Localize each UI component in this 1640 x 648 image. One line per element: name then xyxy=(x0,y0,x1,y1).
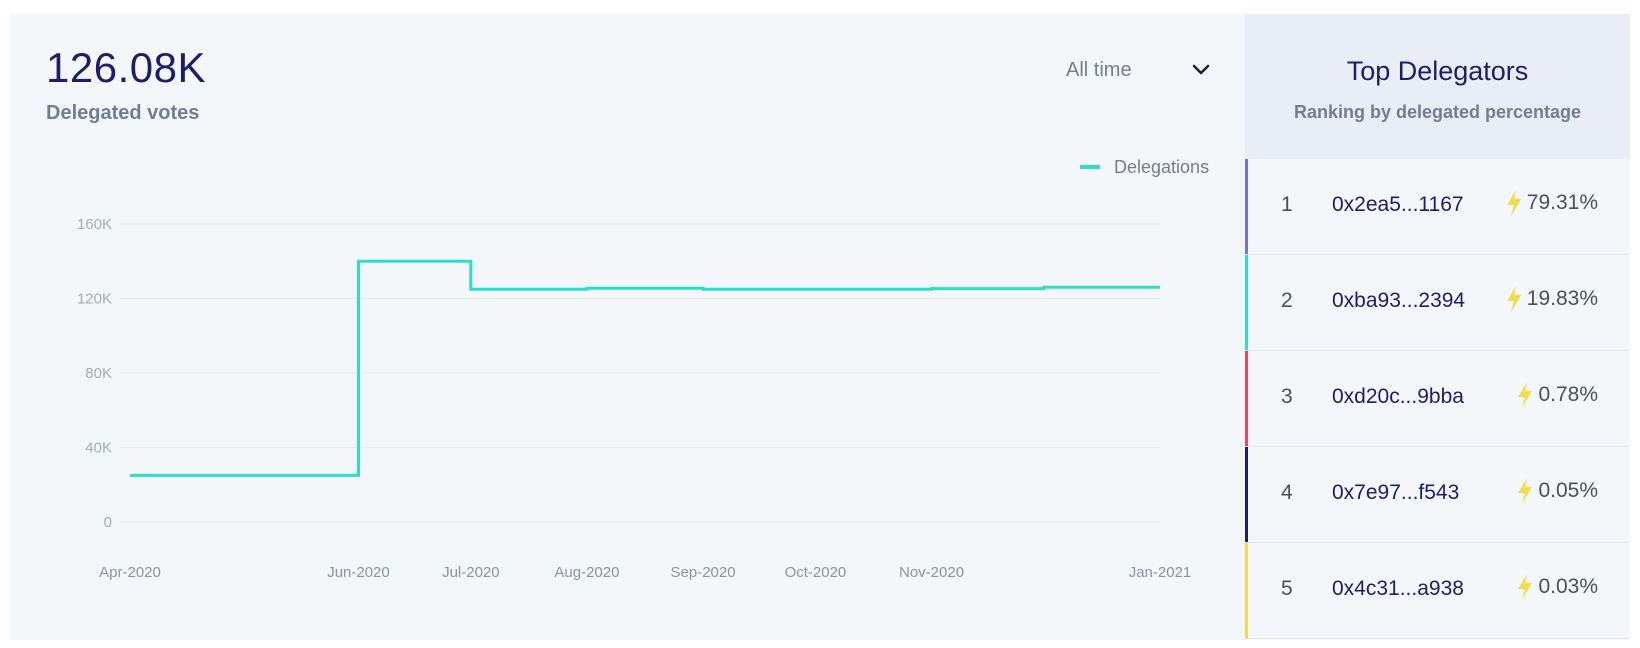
delegator-row[interactable]: 1 0x2ea5...1167 79.31% xyxy=(1245,159,1630,255)
lightning-bolt-icon xyxy=(1518,478,1533,504)
lightning-bolt-icon xyxy=(1518,574,1533,600)
delegated-votes-value: 126.08K xyxy=(46,44,206,91)
y-tick-label: 160K xyxy=(77,216,112,233)
delegator-color-bar xyxy=(1245,351,1248,446)
lightning-bolt-icon xyxy=(1506,286,1521,312)
delegated-votes-label: Delegated votes xyxy=(46,102,200,124)
delegator-rank: 3 xyxy=(1281,385,1293,408)
legend-swatch xyxy=(1080,165,1100,169)
delegations-card: 126.08K Delegated votes All time Delegat… xyxy=(10,14,1630,640)
series-line-delegations[interactable] xyxy=(130,259,1160,477)
top-delegators-header: Top Delegators Ranking by delegated perc… xyxy=(1245,14,1630,159)
delegator-percent-value: 79.31% xyxy=(1526,191,1598,214)
delegator-address[interactable]: 0xd20c...9bba xyxy=(1332,385,1464,408)
delegator-rank: 4 xyxy=(1281,481,1293,504)
delegator-percent-value: 0.05% xyxy=(1538,479,1598,502)
delegator-percent-value: 19.83% xyxy=(1526,287,1598,310)
y-tick-label: 80K xyxy=(85,365,112,382)
delegator-color-bar xyxy=(1245,543,1248,638)
delegator-percent: 0.78% xyxy=(1516,381,1598,409)
y-tick-label: 40K xyxy=(85,440,112,457)
delegator-color-bar xyxy=(1245,255,1248,350)
delegator-percent-value: 0.78% xyxy=(1538,383,1598,406)
delegator-percent: 79.31% xyxy=(1505,189,1598,217)
x-tick-label: Jul-2020 xyxy=(442,564,500,581)
chart-panel: 126.08K Delegated votes All time Delegat… xyxy=(10,14,1245,640)
y-tick-label: 0 xyxy=(104,514,112,531)
delegator-rank: 2 xyxy=(1281,289,1293,312)
lightning-bolt-icon xyxy=(1518,382,1533,408)
lightning-bolt-icon xyxy=(1506,190,1521,216)
delegators-list: 1 0x2ea5...1167 79.31% 2 0xba93...2394 1… xyxy=(1245,159,1630,639)
time-range-selected: All time xyxy=(1066,59,1132,81)
top-delegators-panel: Top Delegators Ranking by delegated perc… xyxy=(1245,14,1630,640)
delegator-color-bar xyxy=(1245,447,1248,542)
delegator-rank: 5 xyxy=(1281,577,1293,600)
delegator-color-bar xyxy=(1245,159,1248,254)
delegator-percent: 0.03% xyxy=(1516,573,1598,601)
x-tick-label: Aug-2020 xyxy=(554,564,619,581)
time-range-dropdown[interactable]: All time xyxy=(1050,52,1225,88)
delegator-address[interactable]: 0x2ea5...1167 xyxy=(1332,193,1464,216)
delegator-row[interactable]: 3 0xd20c...9bba 0.78% xyxy=(1245,351,1630,447)
delegator-row[interactable]: 5 0x4c31...a938 0.03% xyxy=(1245,543,1630,639)
delegator-rank: 1 xyxy=(1281,193,1293,216)
legend-label: Delegations xyxy=(1114,157,1210,177)
x-tick-label: Apr-2020 xyxy=(99,564,161,581)
top-delegators-subtitle: Ranking by delegated percentage xyxy=(1293,102,1582,122)
delegator-address[interactable]: 0xba93...2394 xyxy=(1332,289,1466,312)
delegator-percent: 19.83% xyxy=(1505,285,1598,313)
delegator-percent: 0.05% xyxy=(1516,477,1598,505)
top-delegators-title: Top Delegators xyxy=(1346,56,1529,86)
delegations-chart: 0 40K 80K 120K 160K Apr-2020 Jun-2020 Jul-2020 A… xyxy=(77,216,1192,581)
delegator-row[interactable]: 4 0x7e97...f543 0.05% xyxy=(1245,447,1630,543)
x-tick-label: Sep-2020 xyxy=(671,564,736,581)
x-tick-label: Nov-2020 xyxy=(899,564,964,581)
delegator-row[interactable]: 2 0xba93...2394 19.83% xyxy=(1245,255,1630,351)
delegator-address[interactable]: 0x4c31...a938 xyxy=(1332,577,1464,600)
delegator-address[interactable]: 0x7e97...f543 xyxy=(1332,481,1460,504)
x-tick-label: Jun-2020 xyxy=(327,564,390,581)
delegator-percent-value: 0.03% xyxy=(1538,575,1598,598)
chevron-down-icon xyxy=(1192,64,1210,75)
x-tick-label: Oct-2020 xyxy=(785,564,847,581)
y-tick-label: 120K xyxy=(77,291,112,308)
x-tick-label: Jan-2021 xyxy=(1129,564,1192,581)
